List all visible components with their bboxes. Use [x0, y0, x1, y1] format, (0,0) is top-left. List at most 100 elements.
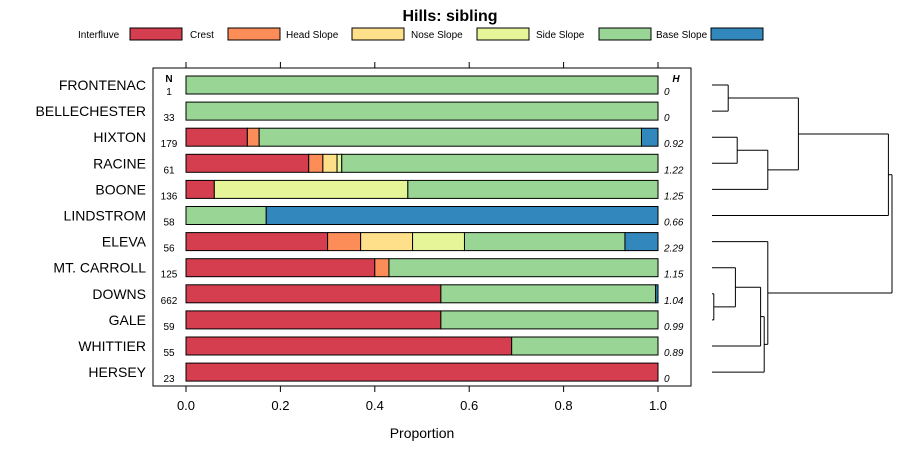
legend-swatch-interfluve — [129, 27, 183, 41]
bar-segment-interfluve — [185, 284, 442, 304]
row-n-value: 179 — [161, 139, 178, 150]
row-h-value: 0 — [664, 87, 670, 98]
x-tick-label: 0.2 — [271, 398, 289, 413]
row-bellechester: BELLECHESTER 33 0 — [36, 101, 670, 124]
bar-segment-interfluve — [185, 127, 248, 147]
legend-swatch-side-slope — [598, 27, 652, 41]
row-label: FRONTENAC — [59, 77, 146, 93]
bar-segment-side-slope — [185, 101, 659, 121]
bar-segment-nose-slope — [213, 179, 409, 199]
row-n-value: 61 — [163, 165, 175, 176]
row-lindstrom: LINDSTROM 58 0.66 — [64, 206, 684, 229]
legend: Interfluve Crest Head Slope Nose Slope Side … — [78, 27, 764, 41]
row-h-value: 2.29 — [663, 244, 684, 255]
row-h-value: 0.99 — [664, 322, 684, 333]
row-label: HERSEY — [88, 364, 146, 380]
row-label: DOWNS — [92, 286, 146, 302]
bar-segment-base-slope — [265, 206, 659, 225]
bar-segment-interfluve — [185, 362, 659, 382]
row-n-value: 58 — [163, 218, 175, 229]
legend-swatch-nose-slope — [476, 27, 530, 41]
x-axis: 0.0 0.2 0.4 0.6 0.8 1.0 — [177, 62, 667, 413]
row-label: GALE — [109, 312, 146, 328]
row-frontenac: FRONTENAC 1 0 — [59, 75, 670, 98]
row-eleva: ELEVA 56 2.29 — [102, 232, 684, 255]
row-h-value: 1.15 — [664, 270, 684, 281]
row-h-value: 0 — [664, 113, 670, 124]
legend-label-nose-slope: Nose Slope — [411, 30, 463, 41]
x-tick-label: 0.0 — [177, 398, 195, 413]
row-mt-carroll: MT. CARROLL 125 1.15 — [53, 258, 684, 281]
bar-segment-interfluve — [185, 310, 442, 330]
bar-segment-base-slope — [624, 232, 659, 252]
bar-segment-side-slope — [511, 336, 659, 356]
row-h-value: 0.66 — [664, 218, 684, 229]
row-whittier: WHITTIER 55 0.89 — [78, 336, 684, 359]
row-label: ELEVA — [102, 234, 147, 250]
bar-segment-interfluve — [185, 232, 329, 252]
bar-segment-side-slope — [440, 284, 657, 304]
legend-swatch-head-slope — [351, 27, 405, 41]
bar-segment-side-slope — [185, 75, 659, 95]
bar-segment-nose-slope — [336, 153, 343, 173]
row-label: BELLECHESTER — [36, 103, 146, 119]
row-label: MT. CARROLL — [53, 260, 146, 276]
bar-segment-side-slope — [185, 206, 267, 225]
row-label: WHITTIER — [78, 338, 146, 354]
row-n-value: 59 — [163, 322, 175, 333]
row-gale: GALE 59 0.99 — [109, 310, 684, 333]
bar-segment-side-slope — [388, 258, 659, 278]
row-hersey: HERSEY 23 0 — [88, 362, 670, 385]
bar-segment-crest — [246, 127, 260, 147]
x-tick-label: 0.8 — [555, 398, 573, 413]
bar-segment-interfluve — [185, 336, 513, 356]
row-n-value: 33 — [163, 113, 175, 124]
legend-label-crest: Crest — [190, 30, 214, 41]
bar-segment-base-slope — [640, 127, 659, 147]
row-boone: BOONE 136 1.25 — [95, 179, 684, 202]
bar-segment-crest — [374, 258, 390, 278]
bar-segment-nose-slope — [412, 232, 465, 252]
bar-segment-interfluve — [185, 153, 310, 173]
bar-segment-base-slope — [655, 284, 659, 304]
row-label: LINDSTROM — [64, 208, 146, 224]
x-tick-label: 1.0 — [649, 398, 667, 413]
legend-label-interfluve: Interfluve — [78, 30, 120, 41]
legend-label-head-slope: Head Slope — [286, 30, 339, 41]
bar-segment-side-slope — [463, 232, 626, 252]
series-rows: FRONTENAC 1 0 BELLECHESTER 33 0 HIXTON 179 0.92 R… — [36, 75, 684, 385]
row-n-value: 662 — [161, 296, 178, 307]
row-n-value: 56 — [163, 244, 175, 255]
row-n-value: 55 — [163, 348, 175, 359]
chart-title: Hills: sibling — [402, 8, 497, 25]
row-h-value: 1.22 — [664, 165, 684, 176]
row-n-value: 1 — [166, 87, 172, 98]
row-h-value: 1.25 — [664, 191, 684, 202]
row-h-value: 1.04 — [664, 296, 684, 307]
dendrogram — [712, 84, 893, 373]
bar-segment-interfluve — [185, 258, 376, 278]
bar-segment-head-slope — [360, 232, 414, 252]
bar-segment-side-slope — [258, 127, 642, 147]
x-tick-label: 0.6 — [460, 398, 478, 413]
bar-segment-crest — [308, 153, 324, 173]
row-n-value: 23 — [163, 374, 175, 385]
n-header: N — [165, 74, 172, 85]
row-h-value: 0.89 — [664, 348, 684, 359]
legend-label-side-slope: Side Slope — [536, 30, 585, 41]
row-h-value: 0 — [664, 374, 670, 385]
row-h-value: 0.92 — [664, 139, 684, 150]
bar-segment-side-slope — [341, 153, 659, 173]
row-label: HIXTON — [93, 129, 146, 145]
bar-segment-side-slope — [440, 310, 659, 330]
row-label: BOONE — [95, 181, 146, 197]
row-n-value: 136 — [161, 191, 178, 202]
row-hixton: HIXTON 179 0.92 — [93, 127, 684, 150]
row-downs: DOWNS 662 1.04 — [92, 284, 684, 307]
bar-segment-interfluve — [185, 179, 215, 199]
bar-segment-crest — [327, 232, 362, 252]
row-n-value: 125 — [161, 270, 178, 281]
legend-swatch-crest — [227, 27, 281, 41]
x-tick-label: 0.4 — [366, 398, 384, 413]
